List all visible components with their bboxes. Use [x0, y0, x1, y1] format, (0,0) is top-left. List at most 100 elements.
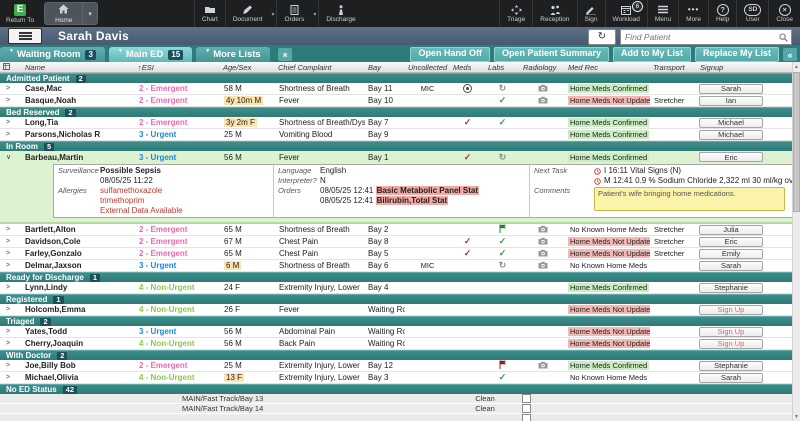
bed-row[interactable]: MAIN/Fast Track/Bay 13 Clean	[0, 394, 800, 404]
signup-button[interactable]: Michael	[699, 129, 763, 140]
column-header-radiology[interactable]: Radiology	[523, 62, 557, 72]
section-header-bed-reserved[interactable]: Bed Reserved 2	[0, 107, 800, 117]
toolbar-button-user[interactable]: SD User	[736, 0, 768, 27]
signup-button[interactable]: Eric	[699, 152, 763, 162]
column-header-esi[interactable]: ↑ESI	[138, 62, 154, 72]
column-header-transport[interactable]: Transport	[653, 62, 685, 72]
comments-box[interactable]: Patient's wife bringing home medications…	[594, 187, 785, 211]
toolbar-button-orders[interactable]: Orders ▾	[276, 0, 318, 27]
tab-main-ed[interactable]: ▼ Main ED 15	[108, 47, 193, 62]
section-header-triaged[interactable]: Triaged 2	[0, 316, 800, 326]
bed-checkbox[interactable]	[522, 404, 531, 413]
signup-button[interactable]: Sign Up	[699, 338, 763, 349]
signup-button[interactable]: Sarah	[699, 260, 763, 271]
section-header-no-ed-status[interactable]: No ED Status 42	[0, 384, 800, 394]
tab-dropdown-caret-icon[interactable]: ▼	[9, 48, 14, 54]
signup-button[interactable]: Sarah	[699, 83, 763, 94]
signup-button[interactable]: Ian	[699, 95, 763, 106]
toolbar-button-document[interactable]: Document ▾	[224, 0, 277, 27]
toolbar-button-close[interactable]: × Close	[768, 0, 800, 27]
signup-button[interactable]: Julia	[699, 224, 763, 235]
expand-chevron-icon[interactable]: >	[6, 119, 11, 126]
expand-chevron-icon[interactable]: >	[6, 340, 11, 347]
open-patient-summary-button[interactable]: Open Patient Summary	[493, 47, 609, 62]
patient-row[interactable]: > Bartlett,Alton 2 - Emergent 65 M Shortness…	[0, 224, 800, 236]
patient-row[interactable]: > Davidson,Cole 2 - Emergent 67 M Chest Pain…	[0, 236, 800, 248]
scroll-up-arrow-icon[interactable]: ▲	[794, 63, 799, 70]
patient-row[interactable]: > Farley,Gonzalo 2 - Emergent 65 M Chest Pai…	[0, 248, 800, 260]
column-header-chief-complaint[interactable]: Chief Complaint	[278, 62, 332, 72]
signup-button[interactable]: Stephanie	[699, 360, 763, 371]
home-button[interactable]: Home ▾	[44, 2, 98, 25]
column-header-med-rec[interactable]: Med Rec	[568, 62, 599, 72]
expand-chevron-icon[interactable]: >	[6, 250, 11, 257]
toolbar-button-triage[interactable]: Triage	[499, 0, 532, 27]
column-header-name[interactable]: Name	[25, 62, 46, 72]
patient-row[interactable]: > Basque,Noah 2 - Emergent 4y 10m M Fever Bay…	[0, 95, 800, 107]
find-patient-input[interactable]	[621, 31, 779, 43]
signup-button[interactable]: Sign Up	[699, 304, 763, 315]
home-dropdown-caret-icon[interactable]: ▾	[82, 3, 97, 24]
patient-row[interactable]: > Yates,Todd 3 - Urgent 56 M Abdominal Pain W…	[0, 326, 800, 338]
bed-checkbox[interactable]	[522, 394, 531, 403]
collapse-panel-button[interactable]: «	[783, 48, 797, 61]
replace-my-list-button[interactable]: Replace My List	[694, 47, 779, 62]
column-header-age-sex[interactable]: Age/Sex	[223, 62, 252, 72]
column-header-bay[interactable]: Bay	[368, 62, 381, 72]
open-hand-off-button[interactable]: Open Hand Off	[410, 47, 490, 62]
patient-row[interactable]: > Case,Mac 2 - Emergent 58 M Shortness of Br…	[0, 83, 800, 95]
patient-row[interactable]: ∨ Barbeau,Martin 3 - Urgent 56 M Fever Bay 1 ✓…	[0, 151, 800, 163]
add-to-my-list-button[interactable]: Add to My List	[612, 47, 691, 62]
select-columns-icon[interactable]	[0, 62, 22, 72]
column-header-labs[interactable]: Labs	[488, 62, 505, 72]
scroll-down-arrow-icon[interactable]: ▼	[794, 413, 799, 420]
toolbar-button-more[interactable]: ••• More	[678, 0, 708, 27]
tab-dropdown-caret-icon[interactable]: ▼	[117, 48, 123, 54]
signup-button[interactable]: Eric	[699, 236, 763, 247]
toolbar-button-help[interactable]: ? Help	[707, 0, 736, 27]
patient-row[interactable]: > Parsons,Nicholas R 3 - Urgent 25 M Vomitin…	[0, 129, 800, 141]
patient-row[interactable]: > Joe,Billy Bob 2 - Emergent 25 M Extremity …	[0, 360, 800, 372]
scrollbar-thumb[interactable]	[793, 72, 800, 212]
tab-waiting-room[interactable]: ▼ Waiting Room 3	[0, 47, 105, 62]
tab-more-lists[interactable]: ▼ More Lists	[196, 47, 270, 62]
column-header-signup[interactable]: Signup	[700, 62, 724, 72]
return-to-button[interactable]: E Return To	[0, 0, 40, 27]
patient-row[interactable]: > Cherry,Joaquin 4 - Non-Urgent 56 M Back Pa…	[0, 338, 800, 350]
signup-button[interactable]: Emily	[699, 248, 763, 259]
toolbar-button-chart[interactable]: Chart	[193, 0, 225, 27]
expand-chevron-icon[interactable]: >	[6, 284, 11, 291]
refresh-button[interactable]: ↻	[588, 29, 616, 45]
vertical-scrollbar[interactable]: ▲ ▼	[792, 62, 800, 421]
expand-chevron-icon[interactable]: >	[6, 374, 11, 381]
patient-row[interactable]: > Holcomb,Emma 4 - Non-Urgent 26 F Fever Wait…	[0, 304, 800, 316]
expand-chevron-icon[interactable]: >	[6, 328, 11, 335]
signup-button[interactable]: Michael	[699, 117, 763, 128]
column-header-meds[interactable]: Meds	[453, 62, 472, 72]
dropdown-caret-icon[interactable]: ▾	[313, 11, 317, 18]
patient-row[interactable]: > Michael,Olivia 4 - Non-Urgent 13 F Extremi…	[0, 372, 800, 384]
expand-chevron-icon[interactable]: >	[6, 262, 11, 269]
patient-row[interactable]: > Delmar,Jaxson 3 - Urgent 6 M Shortness of …	[0, 260, 800, 272]
toolbar-button-menu[interactable]: Menu	[646, 0, 678, 27]
expand-chevron-icon[interactable]: >	[6, 238, 11, 245]
patient-row[interactable]: > Lynn,Lindy 4 - Non-Urgent 24 F Extremity I…	[0, 282, 800, 294]
expand-chevron-icon[interactable]: >	[6, 131, 11, 138]
bed-row[interactable]	[0, 414, 800, 421]
expand-chevron-icon[interactable]: ∨	[6, 154, 12, 161]
bed-row[interactable]: MAIN/Fast Track/Bay 14 Clean	[0, 404, 800, 414]
column-header-uncollected[interactable]: Uncollected	[408, 62, 448, 72]
collapse-tabs-button[interactable]: »	[277, 48, 292, 61]
patient-row[interactable]: > Long,Tia 2 - Emergent 3y 2m F Shortness of…	[0, 117, 800, 129]
signup-button[interactable]: Stephanie	[699, 282, 763, 293]
bed-checkbox[interactable]	[522, 414, 531, 421]
expand-chevron-icon[interactable]: >	[6, 226, 11, 233]
expand-chevron-icon[interactable]: >	[6, 362, 11, 369]
dropdown-caret-icon[interactable]: ▾	[271, 11, 275, 18]
expand-chevron-icon[interactable]: >	[6, 97, 11, 104]
section-header-ready-for-discharge[interactable]: Ready for Discharge 1	[0, 272, 800, 282]
signup-button[interactable]: Sarah	[699, 372, 763, 383]
section-header-with-doctor[interactable]: With Doctor 2	[0, 350, 800, 360]
section-header-admitted-patient[interactable]: Admitted Patient 2	[0, 73, 800, 83]
expand-chevron-icon[interactable]: >	[6, 306, 11, 313]
